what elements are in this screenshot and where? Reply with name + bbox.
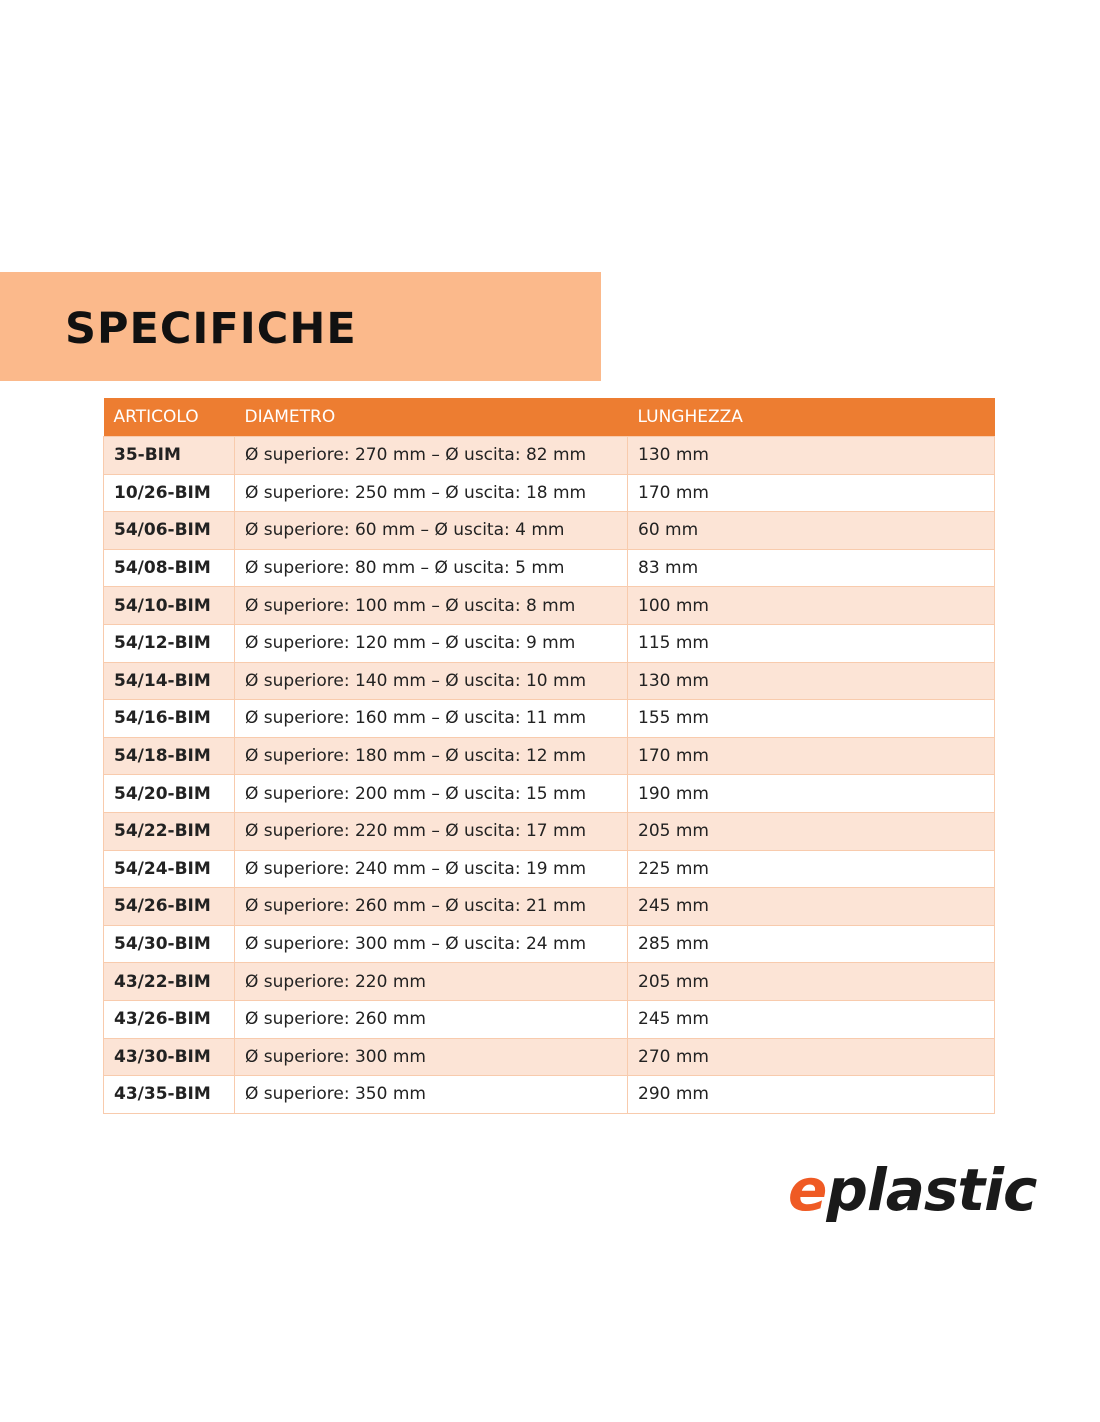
table-row: 54/24-BIM Ø superiore: 240 mm – Ø uscita:…: [103, 849, 995, 889]
cell-diametro: Ø superiore: 120 mm – Ø uscita: 9 mm: [234, 623, 628, 663]
cell-lunghezza: 205 mm: [627, 962, 995, 1001]
table-row: 54/26-BIM Ø superiore: 260 mm – Ø uscita:…: [103, 887, 995, 926]
table-row: 10/26-BIM Ø superiore: 250 mm – Ø uscita:…: [103, 473, 995, 513]
table-row: 43/35-BIM Ø superiore: 350 mm 290 mm: [103, 1075, 995, 1114]
cell-articolo: 43/26-BIM: [103, 999, 235, 1039]
cell-diametro: Ø superiore: 80 mm – Ø uscita: 5 mm: [234, 548, 628, 588]
cell-articolo: 54/18-BIM: [103, 736, 235, 776]
table-row: 54/14-BIM Ø superiore: 140 mm – Ø uscita:…: [103, 661, 995, 701]
table-row: 54/12-BIM Ø superiore: 120 mm – Ø uscita:…: [103, 623, 995, 663]
specs-table: ARTICOLO DIAMETRO LUNGHEZZA 35-BIM Ø supe…: [103, 398, 995, 1114]
title-banner: SPECIFICHE: [0, 272, 601, 381]
cell-diametro: Ø superiore: 300 mm – Ø uscita: 24 mm: [234, 924, 628, 964]
cell-diametro: Ø superiore: 220 mm – Ø uscita: 17 mm: [234, 811, 628, 851]
cell-lunghezza: 115 mm: [627, 623, 995, 663]
table-row: 54/06-BIM Ø superiore: 60 mm – Ø uscita: …: [103, 511, 995, 550]
cell-articolo: 43/22-BIM: [103, 962, 235, 1001]
cell-diametro: Ø superiore: 260 mm – Ø uscita: 21 mm: [234, 887, 628, 926]
cell-articolo: 54/16-BIM: [103, 699, 235, 738]
table-row: 43/26-BIM Ø superiore: 260 mm 245 mm: [103, 999, 995, 1039]
cell-diametro: Ø superiore: 300 mm: [234, 1037, 628, 1077]
cell-diametro: Ø superiore: 200 mm – Ø uscita: 15 mm: [234, 774, 628, 813]
cell-articolo: 35-BIM: [103, 436, 235, 475]
cell-lunghezza: 205 mm: [627, 811, 995, 851]
cell-diametro: Ø superiore: 240 mm – Ø uscita: 19 mm: [234, 849, 628, 889]
header-lunghezza: LUNGHEZZA: [627, 398, 995, 437]
cell-diametro: Ø superiore: 350 mm: [234, 1075, 628, 1114]
table-header: ARTICOLO DIAMETRO LUNGHEZZA: [103, 398, 995, 437]
cell-lunghezza: 130 mm: [627, 436, 995, 475]
table-row: 43/22-BIM Ø superiore: 220 mm 205 mm: [103, 962, 995, 1001]
cell-diametro: Ø superiore: 220 mm: [234, 962, 628, 1001]
cell-diametro: Ø superiore: 270 mm – Ø uscita: 82 mm: [234, 436, 628, 475]
table-row: 54/20-BIM Ø superiore: 200 mm – Ø uscita:…: [103, 774, 995, 813]
table-row: 35-BIM Ø superiore: 270 mm – Ø uscita: 82…: [103, 436, 995, 475]
table-row: 54/18-BIM Ø superiore: 180 mm – Ø uscita:…: [103, 736, 995, 776]
cell-articolo: 54/26-BIM: [103, 887, 235, 926]
cell-lunghezza: 60 mm: [627, 511, 995, 550]
cell-articolo: 54/22-BIM: [103, 811, 235, 851]
cell-diametro: Ø superiore: 250 mm – Ø uscita: 18 mm: [234, 473, 628, 513]
header-articolo: ARTICOLO: [103, 398, 235, 437]
cell-articolo: 54/08-BIM: [103, 548, 235, 588]
cell-lunghezza: 290 mm: [627, 1075, 995, 1114]
cell-lunghezza: 245 mm: [627, 887, 995, 926]
cell-lunghezza: 225 mm: [627, 849, 995, 889]
cell-articolo: 10/26-BIM: [103, 473, 235, 513]
table-row: 54/10-BIM Ø superiore: 100 mm – Ø uscita:…: [103, 586, 995, 625]
cell-articolo: 54/24-BIM: [103, 849, 235, 889]
table-row: 54/22-BIM Ø superiore: 220 mm – Ø uscita:…: [103, 811, 995, 851]
cell-articolo: 54/30-BIM: [103, 924, 235, 964]
cell-articolo: 54/06-BIM: [103, 511, 235, 550]
cell-lunghezza: 285 mm: [627, 924, 995, 964]
cell-articolo: 54/12-BIM: [103, 623, 235, 663]
cell-articolo: 54/10-BIM: [103, 586, 235, 625]
cell-lunghezza: 170 mm: [627, 473, 995, 513]
eplastic-logo: eplastic: [788, 1156, 1037, 1224]
table-row: 43/30-BIM Ø superiore: 300 mm 270 mm: [103, 1037, 995, 1077]
table-row: 54/16-BIM Ø superiore: 160 mm – Ø uscita:…: [103, 699, 995, 738]
cell-diametro: Ø superiore: 180 mm – Ø uscita: 12 mm: [234, 736, 628, 776]
cell-lunghezza: 83 mm: [627, 548, 995, 588]
cell-articolo: 54/14-BIM: [103, 661, 235, 701]
cell-articolo: 43/35-BIM: [103, 1075, 235, 1114]
cell-lunghezza: 170 mm: [627, 736, 995, 776]
cell-articolo: 43/30-BIM: [103, 1037, 235, 1077]
cell-lunghezza: 270 mm: [627, 1037, 995, 1077]
table-row: 54/08-BIM Ø superiore: 80 mm – Ø uscita: …: [103, 548, 995, 588]
cell-diametro: Ø superiore: 100 mm – Ø uscita: 8 mm: [234, 586, 628, 625]
cell-lunghezza: 100 mm: [627, 586, 995, 625]
cell-lunghezza: 130 mm: [627, 661, 995, 701]
cell-diametro: Ø superiore: 60 mm – Ø uscita: 4 mm: [234, 511, 628, 550]
cell-lunghezza: 190 mm: [627, 774, 995, 813]
table-row: 54/30-BIM Ø superiore: 300 mm – Ø uscita:…: [103, 924, 995, 964]
cell-diametro: Ø superiore: 160 mm – Ø uscita: 11 mm: [234, 699, 628, 738]
cell-lunghezza: 245 mm: [627, 999, 995, 1039]
page-title: SPECIFICHE: [65, 304, 357, 354]
header-diametro: DIAMETRO: [234, 398, 628, 437]
cell-diametro: Ø superiore: 140 mm – Ø uscita: 10 mm: [234, 661, 628, 701]
cell-articolo: 54/20-BIM: [103, 774, 235, 813]
cell-diametro: Ø superiore: 260 mm: [234, 999, 628, 1039]
cell-lunghezza: 155 mm: [627, 699, 995, 738]
